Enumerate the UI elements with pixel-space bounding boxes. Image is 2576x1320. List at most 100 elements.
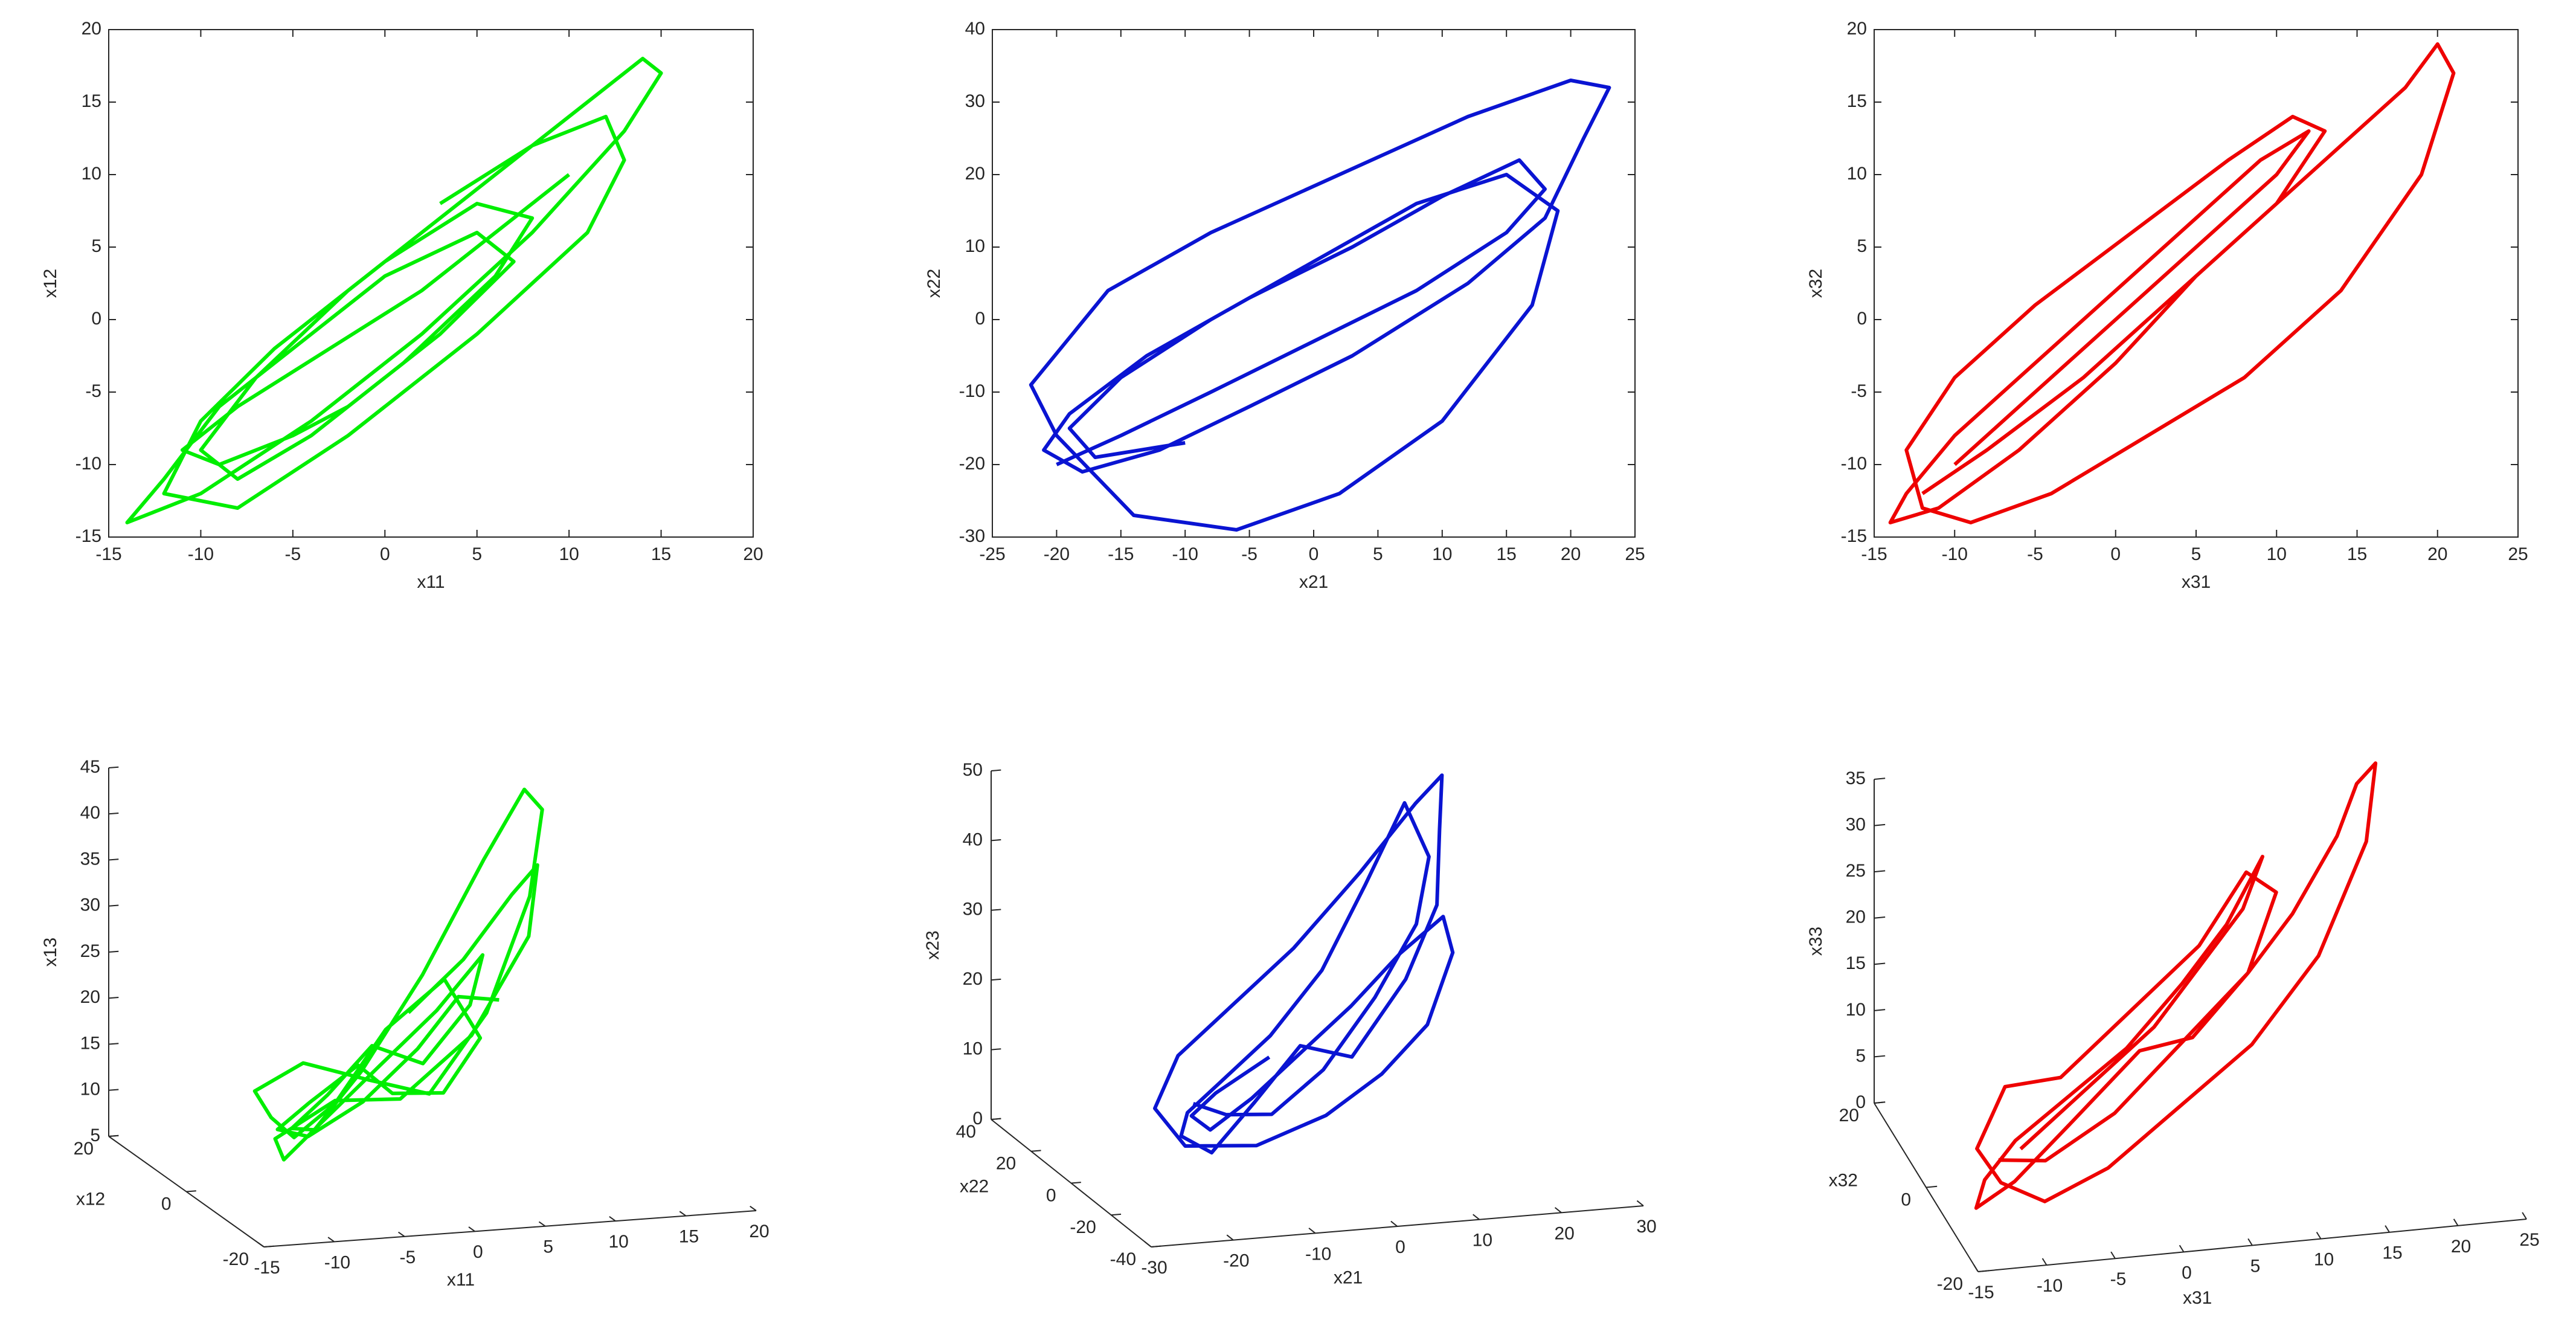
y-tick-label: -10 <box>959 381 985 401</box>
x-tick-label: -10 <box>324 1252 350 1272</box>
y-tick-label: -5 <box>85 381 101 401</box>
x-tick-label: -20 <box>1223 1251 1249 1271</box>
z-axis-label: x13 <box>40 938 60 967</box>
x-tick-label: -30 <box>1141 1258 1167 1278</box>
y-tick-label: -20 <box>223 1249 249 1269</box>
trajectory <box>1029 79 1611 532</box>
y-axis-label: x12 <box>76 1190 105 1209</box>
y-tick <box>1031 1150 1041 1152</box>
y-tick-label: 40 <box>965 19 985 39</box>
x-tick <box>750 1205 757 1211</box>
x-tick <box>538 1221 546 1227</box>
z-tick <box>991 909 1001 911</box>
trajectory <box>252 787 544 1162</box>
axes-box <box>108 29 754 538</box>
y-axis-label: x22 <box>960 1177 989 1197</box>
x-tick-label: -5 <box>2027 544 2043 564</box>
y-tick-label: -10 <box>1841 454 1867 474</box>
y-tick-label: -40 <box>1110 1249 1136 1269</box>
x-tick <box>1473 1214 1480 1220</box>
y-axis-label: x12 <box>40 269 60 298</box>
x-tick <box>2247 1238 2253 1246</box>
x-axis-label: x11 <box>417 572 445 592</box>
x-tick-label: 5 <box>2250 1256 2261 1276</box>
x-tick-label: 0 <box>380 544 390 564</box>
y-tick-label: -20 <box>959 454 985 474</box>
x-tick-label: 5 <box>2191 544 2202 564</box>
y-tick-label: 0 <box>975 309 985 329</box>
y-tick-label: 0 <box>1857 309 1867 329</box>
z-tick-label: 35 <box>80 849 100 869</box>
x-tick-label: 20 <box>2451 1237 2471 1257</box>
y-tick <box>1977 1270 1990 1272</box>
z-tick <box>1874 870 1886 873</box>
y-tick-label: 0 <box>161 1194 172 1214</box>
y-tick-label: 15 <box>82 91 101 111</box>
y-tick <box>263 1245 274 1248</box>
y-tick-label: 0 <box>1901 1190 1911 1209</box>
x-tick-label: -10 <box>2037 1276 2063 1296</box>
z-tick-label: 30 <box>1846 814 1866 834</box>
x-tick-label: 10 <box>1432 544 1452 564</box>
x-tick-label: -5 <box>1241 544 1257 564</box>
y-tick-label: -10 <box>75 454 101 474</box>
z-tick-label: 20 <box>80 987 100 1007</box>
z-tick <box>108 858 119 861</box>
x-tick <box>609 1216 616 1222</box>
x-tick <box>1390 1220 1398 1227</box>
x-tick-label: 5 <box>543 1237 553 1257</box>
y-tick-label: 20 <box>1839 1106 1859 1125</box>
y-tick-label: -15 <box>75 526 101 546</box>
y-tick-label: 5 <box>1857 236 1867 256</box>
z-tick-label: 30 <box>80 895 100 915</box>
z-tick <box>108 766 119 768</box>
x-tick-label: -15 <box>254 1258 280 1278</box>
x-axis-label: x31 <box>2182 572 2211 592</box>
x-tick-label: 10 <box>608 1232 628 1252</box>
y-tick-label: 20 <box>996 1154 1016 1174</box>
x-tick-label: 10 <box>1473 1231 1492 1251</box>
x-tick-label: 10 <box>559 544 579 564</box>
z-tick <box>108 997 119 999</box>
x-tick <box>2179 1244 2185 1252</box>
y-tick-label: 0 <box>1046 1185 1056 1205</box>
y-axis-label: x32 <box>1829 1171 1858 1191</box>
z-tick-label: 20 <box>1846 907 1866 927</box>
x-tick-label: -15 <box>95 544 121 564</box>
z-axis-label: x23 <box>923 930 943 959</box>
y-tick-label: 15 <box>1847 91 1867 111</box>
y-tick-label: 0 <box>91 309 101 329</box>
y-tick <box>1151 1245 1161 1248</box>
z-tick <box>1874 1055 1886 1058</box>
x-tick-label: 15 <box>679 1226 699 1246</box>
trajectory <box>1974 761 2378 1210</box>
x-tick-label: 5 <box>1373 544 1383 564</box>
z-tick-label: 15 <box>1846 953 1866 973</box>
x-axis-label: x11 <box>447 1270 475 1290</box>
x-tick-label: -5 <box>2110 1269 2127 1289</box>
z-tick-label: 25 <box>1846 861 1866 881</box>
z-tick-label: 10 <box>963 1039 983 1059</box>
x-axis-label: x21 <box>1334 1268 1363 1288</box>
x-tick-label: 0 <box>473 1242 483 1262</box>
z-tick <box>1874 962 1886 965</box>
y-tick-label: -20 <box>1070 1217 1096 1237</box>
z-tick-label: 20 <box>963 969 983 989</box>
y-tick-label: 10 <box>965 236 985 256</box>
x-tick-label: -10 <box>1305 1244 1331 1264</box>
z-tick-label: 0 <box>972 1109 983 1128</box>
y-tick-label: 20 <box>1847 19 1867 39</box>
z-tick <box>108 813 119 815</box>
z-tick-label: 10 <box>80 1080 100 1099</box>
y-tick-label: 20 <box>82 19 101 39</box>
y-tick-label: -15 <box>1841 526 1867 546</box>
z-tick-label: 40 <box>963 829 983 849</box>
x-tick-label: 15 <box>2382 1243 2402 1263</box>
z-tick-label: 50 <box>963 760 983 780</box>
x-axis-label: x21 <box>1299 572 1328 592</box>
z-tick-label: 30 <box>963 900 983 919</box>
x-tick <box>1636 1200 1644 1206</box>
z-tick-label: 10 <box>1846 1000 1866 1020</box>
x-tick-label: -15 <box>1968 1283 1994 1302</box>
